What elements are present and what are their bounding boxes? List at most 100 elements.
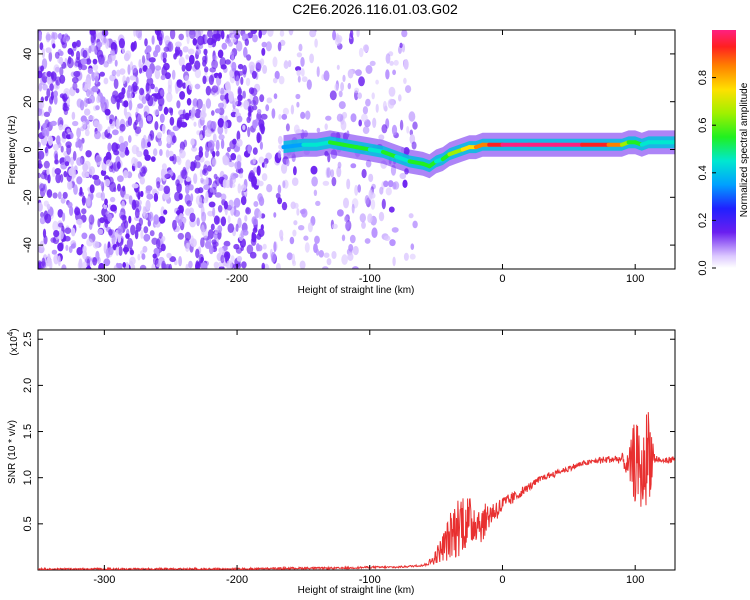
noise-speckle	[146, 77, 154, 86]
noise-speckle	[107, 213, 113, 222]
noise-speckle	[262, 64, 268, 74]
noise-speckle	[217, 49, 224, 59]
noise-speckle	[282, 180, 286, 189]
noise-speckle	[122, 262, 126, 268]
colorbar: 0.0 0.2 0.4 0.6 0.8 Normalized spectral ampl…	[697, 30, 750, 276]
noise-speckle	[235, 75, 240, 87]
noise-speckle	[114, 43, 118, 55]
noise-speckle	[139, 176, 145, 185]
noise-speckle	[217, 205, 223, 213]
noise-speckle	[356, 30, 360, 38]
noise-speckle	[69, 205, 74, 216]
noise-speckle	[153, 214, 160, 225]
noise-speckle	[358, 119, 363, 127]
noise-speckle	[212, 243, 217, 250]
ridge-core-segment	[381, 149, 399, 159]
noise-speckle	[316, 127, 321, 133]
noise-speckle	[293, 220, 298, 226]
noise-speckle	[262, 252, 268, 260]
snr-series-line	[38, 412, 675, 570]
noise-speckle	[88, 214, 95, 225]
noise-speckle	[46, 167, 50, 176]
noise-speckle	[154, 86, 159, 93]
noise-speckle	[276, 262, 281, 269]
noise-speckle	[195, 48, 202, 55]
colorbar-tick-label: 0.8	[697, 70, 709, 85]
spectrogram-x-ticks: -300 -200 -100 0 100	[93, 30, 644, 285]
noise-speckle	[218, 134, 225, 140]
colorbar-tick-label: 0.4	[697, 165, 709, 180]
noise-speckle	[106, 133, 113, 139]
snr-multiplier: (x104)	[6, 328, 20, 355]
noise-speckle	[245, 207, 252, 215]
noise-speckle	[133, 121, 137, 131]
noise-speckle	[194, 161, 201, 169]
noise-speckle	[186, 200, 192, 207]
noise-speckle	[313, 189, 318, 196]
noise-speckle	[344, 222, 350, 230]
noise-speckle	[295, 93, 301, 100]
noise-speckle	[71, 227, 76, 237]
noise-speckle	[200, 262, 208, 269]
noise-speckle	[132, 81, 138, 93]
noise-speckle	[176, 100, 181, 109]
noise-speckle	[217, 118, 224, 128]
noise-speckle	[206, 120, 214, 129]
noise-speckle	[118, 38, 125, 49]
noise-speckle	[290, 104, 295, 115]
noise-speckle	[204, 241, 212, 250]
noise-speckle	[402, 179, 408, 188]
noise-speckle	[135, 222, 142, 232]
noise-speckle	[85, 58, 92, 65]
noise-speckle	[46, 126, 50, 137]
noise-speckle	[184, 75, 189, 81]
noise-speckle	[62, 130, 68, 139]
noise-speckle	[100, 191, 106, 201]
noise-speckle	[104, 219, 109, 228]
noise-speckle	[214, 33, 221, 39]
noise-speckle	[158, 36, 163, 46]
noise-speckle	[100, 181, 104, 187]
noise-speckle	[53, 64, 60, 74]
noise-speckle	[330, 169, 335, 178]
noise-speckle	[198, 150, 204, 158]
noise-speckle	[147, 141, 151, 148]
noise-speckle	[127, 64, 131, 75]
noise-speckle	[126, 76, 130, 84]
noise-speckle	[79, 186, 83, 196]
noise-speckle	[230, 51, 235, 61]
noise-speckle	[50, 120, 57, 127]
noise-speckle	[166, 252, 172, 259]
noise-speckle	[229, 73, 236, 84]
noise-speckle	[95, 154, 103, 166]
noise-speckle	[97, 228, 104, 235]
noise-speckle	[120, 214, 127, 221]
noise-speckle	[242, 124, 246, 131]
noise-speckle	[271, 108, 276, 119]
noise-speckle	[60, 145, 64, 153]
noise-speckle	[344, 215, 349, 223]
noise-speckle	[166, 92, 173, 103]
noise-speckle	[186, 242, 191, 249]
noise-speckle	[128, 195, 133, 205]
noise-speckle	[113, 187, 117, 193]
noise-speckle	[72, 82, 78, 91]
noise-speckle	[261, 262, 266, 269]
noise-speckle	[262, 243, 267, 250]
y-tick-label: 2.0	[22, 378, 34, 393]
y-tick-label: -20	[22, 189, 34, 205]
noise-speckle	[337, 209, 344, 217]
noise-speckle	[259, 141, 263, 150]
noise-speckle	[88, 166, 96, 176]
noise-speckle	[83, 160, 91, 170]
noise-speckle	[392, 69, 396, 76]
noise-speckle	[86, 89, 91, 97]
noise-speckle	[237, 167, 244, 175]
noise-speckle	[362, 106, 368, 115]
noise-speckle	[42, 228, 47, 238]
noise-speckle	[89, 94, 95, 104]
noise-speckle	[260, 224, 264, 231]
noise-speckle	[131, 144, 139, 155]
noise-speckle	[233, 243, 240, 250]
noise-speckle	[145, 45, 152, 53]
